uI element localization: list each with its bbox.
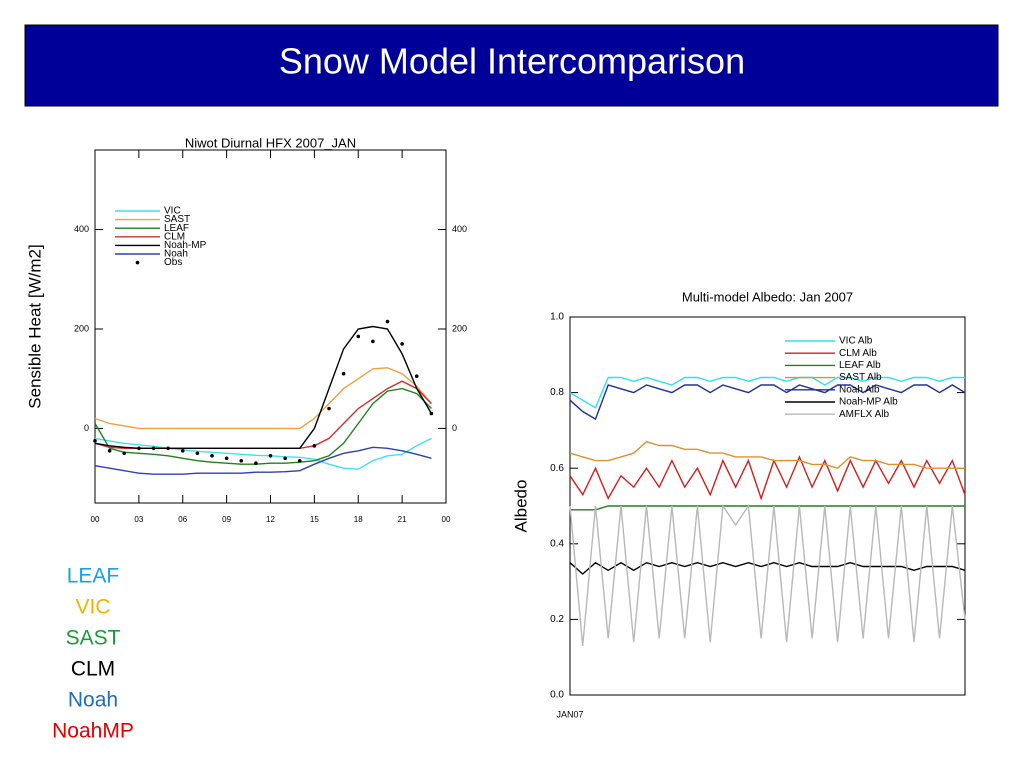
series-line [569, 455, 966, 501]
y-tick-label: 0.2 [550, 614, 564, 625]
y-tick-label: 0 [84, 423, 89, 433]
y-tick-label: 0.0 [550, 690, 564, 701]
chart-title: Niwot Diurnal HFX 2007_JAN [185, 135, 356, 150]
y-axis-label: Sensible Heat [W/m2] [25, 244, 44, 408]
obs-point [312, 444, 317, 448]
model-label: VIC [75, 596, 110, 619]
obs-point [195, 451, 200, 456]
x-tick-label: 12 [266, 515, 275, 524]
obs-point [341, 371, 346, 376]
series-line [569, 376, 965, 409]
obs-point [254, 461, 258, 466]
series-line [569, 384, 966, 421]
x-tick-label: 21 [398, 515, 407, 524]
obs-point [283, 456, 287, 461]
legend-label: LEAF Alb [839, 360, 881, 371]
x-tick-label: 03 [134, 515, 143, 524]
y-tick-label: 200 [74, 323, 89, 333]
y-tick-label: 0 [452, 423, 457, 433]
obs-point [400, 342, 404, 346]
y-tick-label: 0.8 [550, 387, 564, 398]
legend-label: Noah Alb [839, 384, 880, 395]
legend-marker [135, 260, 140, 265]
legend-label: Noah-MP Alb [839, 397, 898, 408]
legend-label: CLM Alb [839, 348, 877, 359]
model-label: SAST [66, 627, 121, 650]
plot-frame [94, 149, 447, 504]
series-line [569, 503, 966, 646]
model-label: NoahMP [52, 720, 134, 743]
obs-point [93, 439, 97, 443]
obs-point [414, 374, 419, 379]
slide-title: Snow Model Intercomparison [279, 41, 745, 82]
series-line [94, 380, 432, 449]
obs-point [356, 334, 361, 339]
model-label: Noah [68, 689, 118, 712]
y-axis-label: Albedo [511, 480, 530, 533]
title-bar [24, 24, 999, 107]
x-tick-label: 06 [178, 515, 187, 524]
legend-label: CLM [164, 231, 185, 242]
series-line [94, 446, 432, 475]
y-tick-label: 0.6 [550, 463, 564, 474]
x-tick-label: 00 [442, 515, 451, 524]
y-tick-label: 400 [452, 224, 467, 234]
y-tick-label: 1.0 [550, 312, 564, 323]
legend-label: VIC [164, 206, 181, 217]
obs-point [180, 448, 185, 453]
obs-point [371, 339, 375, 344]
obs-point [107, 448, 112, 453]
obs-point [268, 453, 273, 458]
obs-point [224, 456, 229, 461]
legend-label: Obs [164, 257, 182, 268]
series-line [94, 437, 432, 470]
legend-label: AMFLX Alb [839, 409, 889, 420]
y-tick-label: 200 [452, 323, 467, 333]
obs-point [166, 446, 170, 451]
series-line [94, 325, 433, 449]
obs-point [210, 453, 214, 458]
model-label: CLM [71, 658, 115, 681]
y-tick-label: 400 [74, 224, 89, 234]
legend-label: SAST [164, 214, 190, 225]
y-tick-label: 0.4 [550, 538, 564, 549]
series-line [569, 440, 965, 469]
obs-point [151, 446, 156, 451]
x-tick-label: 15 [310, 515, 319, 524]
series-line [94, 387, 432, 465]
x-tick-label: 00 [91, 515, 100, 524]
legend-label: SAST Alb [839, 372, 882, 383]
obs-point [385, 319, 390, 324]
series-line [570, 505, 965, 511]
obs-point [429, 411, 434, 416]
obs-point [297, 458, 302, 463]
legend-label: Noah [164, 249, 188, 260]
legend-label: LEAF [164, 223, 189, 234]
obs-point [137, 446, 141, 451]
x-tick-label: 18 [354, 515, 363, 524]
model-label: LEAF [67, 565, 120, 588]
obs-point [327, 406, 331, 411]
legend-label: Noah-MP [164, 240, 207, 251]
x-tick-label: JAN07 [556, 709, 583, 719]
obs-point [239, 458, 244, 463]
x-tick-label: 09 [222, 515, 231, 524]
series-line [569, 561, 966, 575]
legend-label: VIC Alb [839, 336, 873, 347]
chart-title: Multi-model Albedo: Jan 2007 [682, 289, 853, 304]
obs-point [122, 451, 127, 456]
series-line [94, 367, 432, 430]
